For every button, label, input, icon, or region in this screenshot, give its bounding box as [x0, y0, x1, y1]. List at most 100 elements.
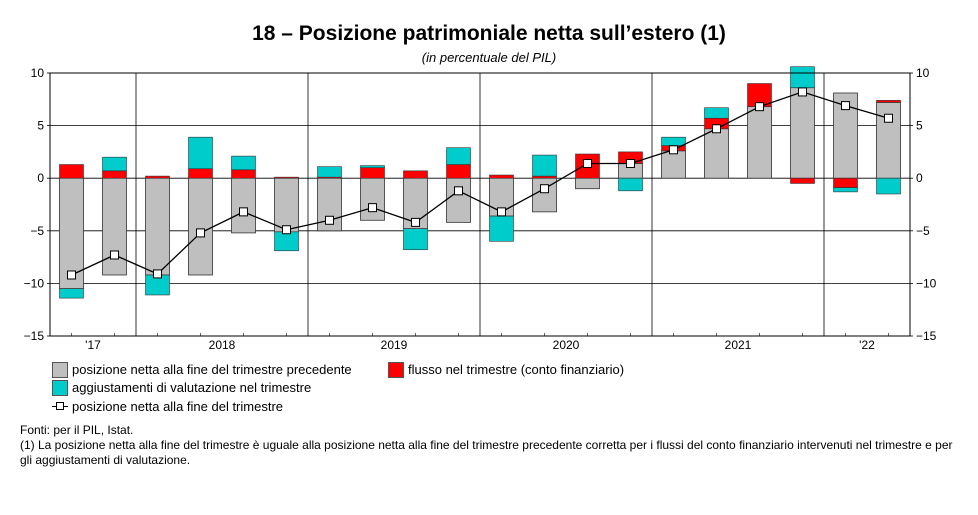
bar-adjustment	[833, 187, 858, 193]
bar-adjustment	[618, 177, 643, 192]
bar-prev-position	[360, 177, 385, 221]
bar-prev-position	[145, 177, 170, 276]
end-position-marker	[712, 124, 721, 134]
end-position-marker	[798, 87, 807, 97]
chart-subtitle: (in percentuale del PIL)	[421, 50, 557, 65]
x-tick-label: 2019	[381, 338, 408, 352]
bar-flow	[833, 177, 858, 188]
legend-label-flow: flusso nel trimestre (conto finanziario)	[408, 362, 625, 377]
legend-swatch-flow	[388, 362, 404, 378]
bar-flow	[231, 169, 256, 179]
bar-flow	[876, 100, 901, 103]
y-tick-label-right: −15	[916, 329, 937, 343]
end-position-line	[67, 87, 893, 280]
end-position-marker	[411, 217, 420, 227]
y-tick-label-right: −5	[916, 224, 930, 238]
legend: posizione netta alla fine del trimestre …	[52, 362, 752, 418]
bar-adjustment	[317, 166, 342, 178]
bar-adjustment	[704, 107, 729, 119]
bar-flow	[403, 170, 428, 179]
y-tick-label-left: 10	[31, 66, 45, 80]
bar-flow	[489, 174, 514, 179]
x-tick-label: '22	[859, 338, 875, 352]
bar-prev-position	[188, 177, 213, 276]
y-tick-label-left: −10	[24, 276, 45, 290]
y-tick-label-left: 0	[37, 171, 44, 185]
bar-adjustment	[876, 177, 901, 195]
end-position-marker	[454, 186, 463, 196]
end-position-marker	[196, 228, 205, 238]
bar-adjustment	[790, 66, 815, 89]
bar-prev-position	[446, 177, 471, 223]
y-tick-label-right: 0	[916, 171, 923, 185]
bar-prev-position	[102, 177, 127, 276]
end-position-marker	[110, 250, 119, 260]
x-tick-label: 2018	[209, 338, 236, 352]
bar-prev-position	[274, 177, 299, 233]
bar-adjustment	[188, 136, 213, 170]
bar-flow	[145, 175, 170, 179]
bar-prev-position	[747, 106, 772, 179]
bar-flow	[790, 177, 815, 184]
bar-prev-position	[704, 128, 729, 179]
end-position-marker	[884, 113, 893, 123]
bar-prev-position	[575, 177, 600, 190]
bar-flow	[59, 164, 84, 179]
legend-label-line: posizione netta alla fine del trimestre	[72, 399, 284, 414]
end-position-marker	[239, 207, 248, 217]
end-position-marker	[67, 270, 76, 280]
y-tick-label-left: −5	[30, 224, 44, 238]
bar-flow	[532, 175, 557, 179]
y-tick-label-left: 5	[37, 119, 44, 133]
plot-frame	[49, 72, 911, 337]
legend-swatch-adj	[52, 380, 68, 396]
chart-area: 10 10 5 5 0 0 −5 −5 −10 −10 −15 −15 '17 2018 2019 2020 2…	[24, 66, 937, 352]
bar-adjustment	[403, 228, 428, 251]
y-tick-label-left: −15	[24, 329, 45, 343]
gridlines	[50, 73, 910, 336]
bar-prev-position	[231, 177, 256, 234]
end-position-marker	[368, 203, 377, 213]
end-position-marker	[669, 145, 678, 155]
y-tick-label-right: 5	[916, 119, 923, 133]
bar-adjustment	[446, 147, 471, 165]
legend-marker-icon	[56, 402, 64, 410]
y-tick-label-right: −10	[916, 276, 937, 290]
bar-adjustment	[274, 231, 299, 252]
x-tick-label: 2021	[725, 338, 752, 352]
bar-prev-position	[790, 87, 815, 179]
notes: Fonti: per il PIL, Istat. (1) La posizio…	[20, 423, 960, 468]
end-position-marker	[841, 101, 850, 111]
legend-swatch-prev	[52, 362, 68, 378]
bar-adjustment	[661, 136, 686, 146]
end-position-marker	[497, 207, 506, 217]
end-position-marker	[282, 225, 291, 235]
end-position-marker	[325, 215, 334, 225]
bar-adjustment	[102, 156, 127, 172]
legend-label-adj: aggiustamenti di valutazione nel trimest…	[72, 380, 312, 395]
end-position-polyline	[71, 91, 889, 276]
x-tick-label: 2020	[553, 338, 580, 352]
end-position-marker	[153, 269, 162, 279]
x-tick-label: '17	[85, 338, 101, 352]
end-position-marker	[583, 158, 592, 168]
end-position-marker	[755, 102, 764, 112]
bar-flow	[274, 176, 299, 179]
chart-title: 18 – Posizione patrimoniale netta sull’e…	[252, 22, 726, 45]
y-tick-label-right: 10	[916, 66, 930, 80]
bar-adjustment	[489, 215, 514, 242]
end-position-marker	[626, 158, 635, 168]
bar-flow	[102, 170, 127, 179]
bar-adjustment	[360, 165, 385, 168]
bar-flow	[360, 167, 385, 179]
axes: 10 10 5 5 0 0 −5 −5 −10 −10 −15 −15 '17 2018 2019 2020 2…	[24, 66, 937, 352]
bar-flow	[188, 168, 213, 179]
legend-label-prev: posizione netta alla fine del trimestre …	[72, 362, 352, 377]
bar-prev-position	[661, 150, 686, 179]
bar-flow	[446, 164, 471, 179]
bar-adjustment	[231, 155, 256, 171]
end-position-marker	[540, 184, 549, 194]
footnote-1: (1) La posizione netta alla fine del tri…	[20, 438, 953, 467]
bar-adjustment	[59, 288, 84, 299]
source-note: Fonti: per il PIL, Istat.	[20, 423, 134, 437]
